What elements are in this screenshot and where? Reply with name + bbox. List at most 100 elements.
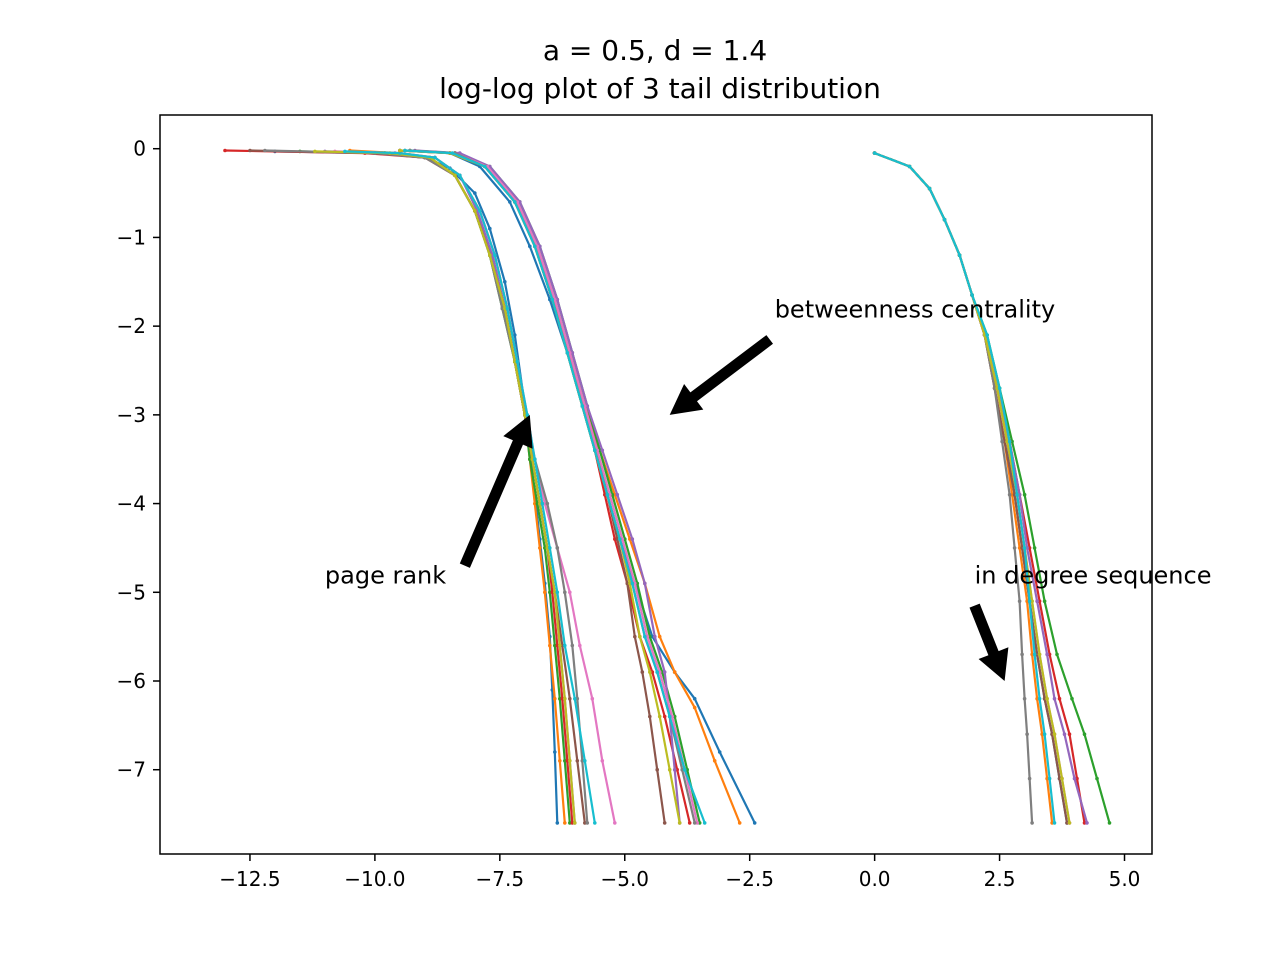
data-point xyxy=(1017,599,1022,603)
data-point xyxy=(535,501,540,506)
data-point xyxy=(1067,732,1072,736)
data-point xyxy=(583,821,587,825)
series-group-in-degree-sequence xyxy=(872,151,1112,825)
data-point xyxy=(568,759,572,763)
data-point xyxy=(752,821,757,825)
data-point xyxy=(558,696,562,701)
data-point xyxy=(1030,652,1034,657)
data-point xyxy=(1037,652,1042,657)
data-point xyxy=(1032,652,1037,657)
y-tick-label: −4 xyxy=(117,492,146,516)
data-point xyxy=(1017,546,1022,550)
data-point xyxy=(585,821,590,825)
data-point xyxy=(643,581,647,586)
x-tick-label: 2.5 xyxy=(984,867,1016,891)
data-point xyxy=(1010,492,1014,497)
data-point xyxy=(263,148,267,153)
data-point xyxy=(535,244,540,249)
data-point xyxy=(1025,546,1029,550)
data-point xyxy=(568,821,572,825)
data-point xyxy=(600,759,605,763)
data-point xyxy=(1035,652,1039,657)
data-point xyxy=(538,546,542,550)
data-point xyxy=(1082,732,1087,736)
y-axis: 0 −1 −2 −3 −4 −5 −6 −7 xyxy=(117,137,160,782)
data-point xyxy=(548,590,552,595)
data-point xyxy=(540,501,545,506)
data-point xyxy=(585,404,590,408)
data-point xyxy=(675,767,679,772)
data-point xyxy=(568,590,572,595)
data-point xyxy=(1070,696,1074,701)
annotation-arrow xyxy=(459,414,533,568)
x-tick-label: −5.0 xyxy=(600,867,649,891)
data-point xyxy=(1020,652,1024,657)
data-point xyxy=(670,714,674,719)
data-point xyxy=(1022,546,1027,550)
data-point xyxy=(398,151,402,155)
data-point xyxy=(667,714,672,719)
data-point xyxy=(563,759,567,763)
x-tick-label: −2.5 xyxy=(725,867,774,891)
data-point xyxy=(578,643,582,648)
data-point xyxy=(575,696,580,701)
data-point xyxy=(662,714,667,719)
data-point xyxy=(1052,821,1057,825)
data-point xyxy=(1052,732,1057,736)
y-tick-label: −7 xyxy=(117,758,146,782)
data-point xyxy=(593,821,597,825)
data-point xyxy=(872,151,877,155)
data-point xyxy=(503,280,507,284)
data-point xyxy=(717,750,722,754)
data-point xyxy=(613,492,617,497)
data-point xyxy=(433,155,437,160)
data-point xyxy=(563,590,567,595)
data-point xyxy=(488,253,492,257)
data-point xyxy=(555,546,560,550)
data-point xyxy=(543,590,547,595)
data-point xyxy=(1065,821,1069,825)
data-point xyxy=(672,670,677,674)
data-point xyxy=(450,151,455,155)
data-point xyxy=(615,537,620,541)
data-point xyxy=(573,821,577,825)
data-point xyxy=(543,501,547,506)
data-point xyxy=(473,191,477,195)
data-point xyxy=(600,448,605,453)
data-point xyxy=(1012,546,1017,550)
data-point xyxy=(595,448,600,453)
data-point xyxy=(573,696,577,701)
data-point xyxy=(533,457,537,462)
data-point xyxy=(1000,439,1004,444)
data-point xyxy=(907,164,912,169)
data-point xyxy=(1045,652,1049,657)
data-point xyxy=(1007,492,1012,497)
data-point xyxy=(1040,732,1044,736)
data-point xyxy=(1015,492,1019,497)
y-tick-label: 0 xyxy=(133,137,146,161)
data-point xyxy=(650,670,655,674)
x-tick-label: −12.5 xyxy=(219,867,280,891)
data-point xyxy=(490,253,495,257)
data-point xyxy=(1045,696,1049,701)
series-group-page-rank xyxy=(223,148,617,825)
data-point xyxy=(1052,696,1057,701)
data-point xyxy=(528,244,532,249)
data-point xyxy=(613,821,617,825)
data-point xyxy=(1035,599,1039,603)
data-point xyxy=(942,217,947,222)
data-point xyxy=(533,501,537,506)
data-point xyxy=(570,351,575,355)
data-point xyxy=(1030,821,1034,825)
data-point xyxy=(568,696,572,701)
data-point xyxy=(525,413,530,417)
data-point xyxy=(1032,546,1037,550)
data-point xyxy=(545,546,550,550)
data-point xyxy=(640,670,645,674)
data-point xyxy=(697,821,702,825)
data-point xyxy=(672,714,677,719)
data-point xyxy=(553,696,557,701)
data-point xyxy=(618,537,622,541)
data-point xyxy=(655,767,659,772)
